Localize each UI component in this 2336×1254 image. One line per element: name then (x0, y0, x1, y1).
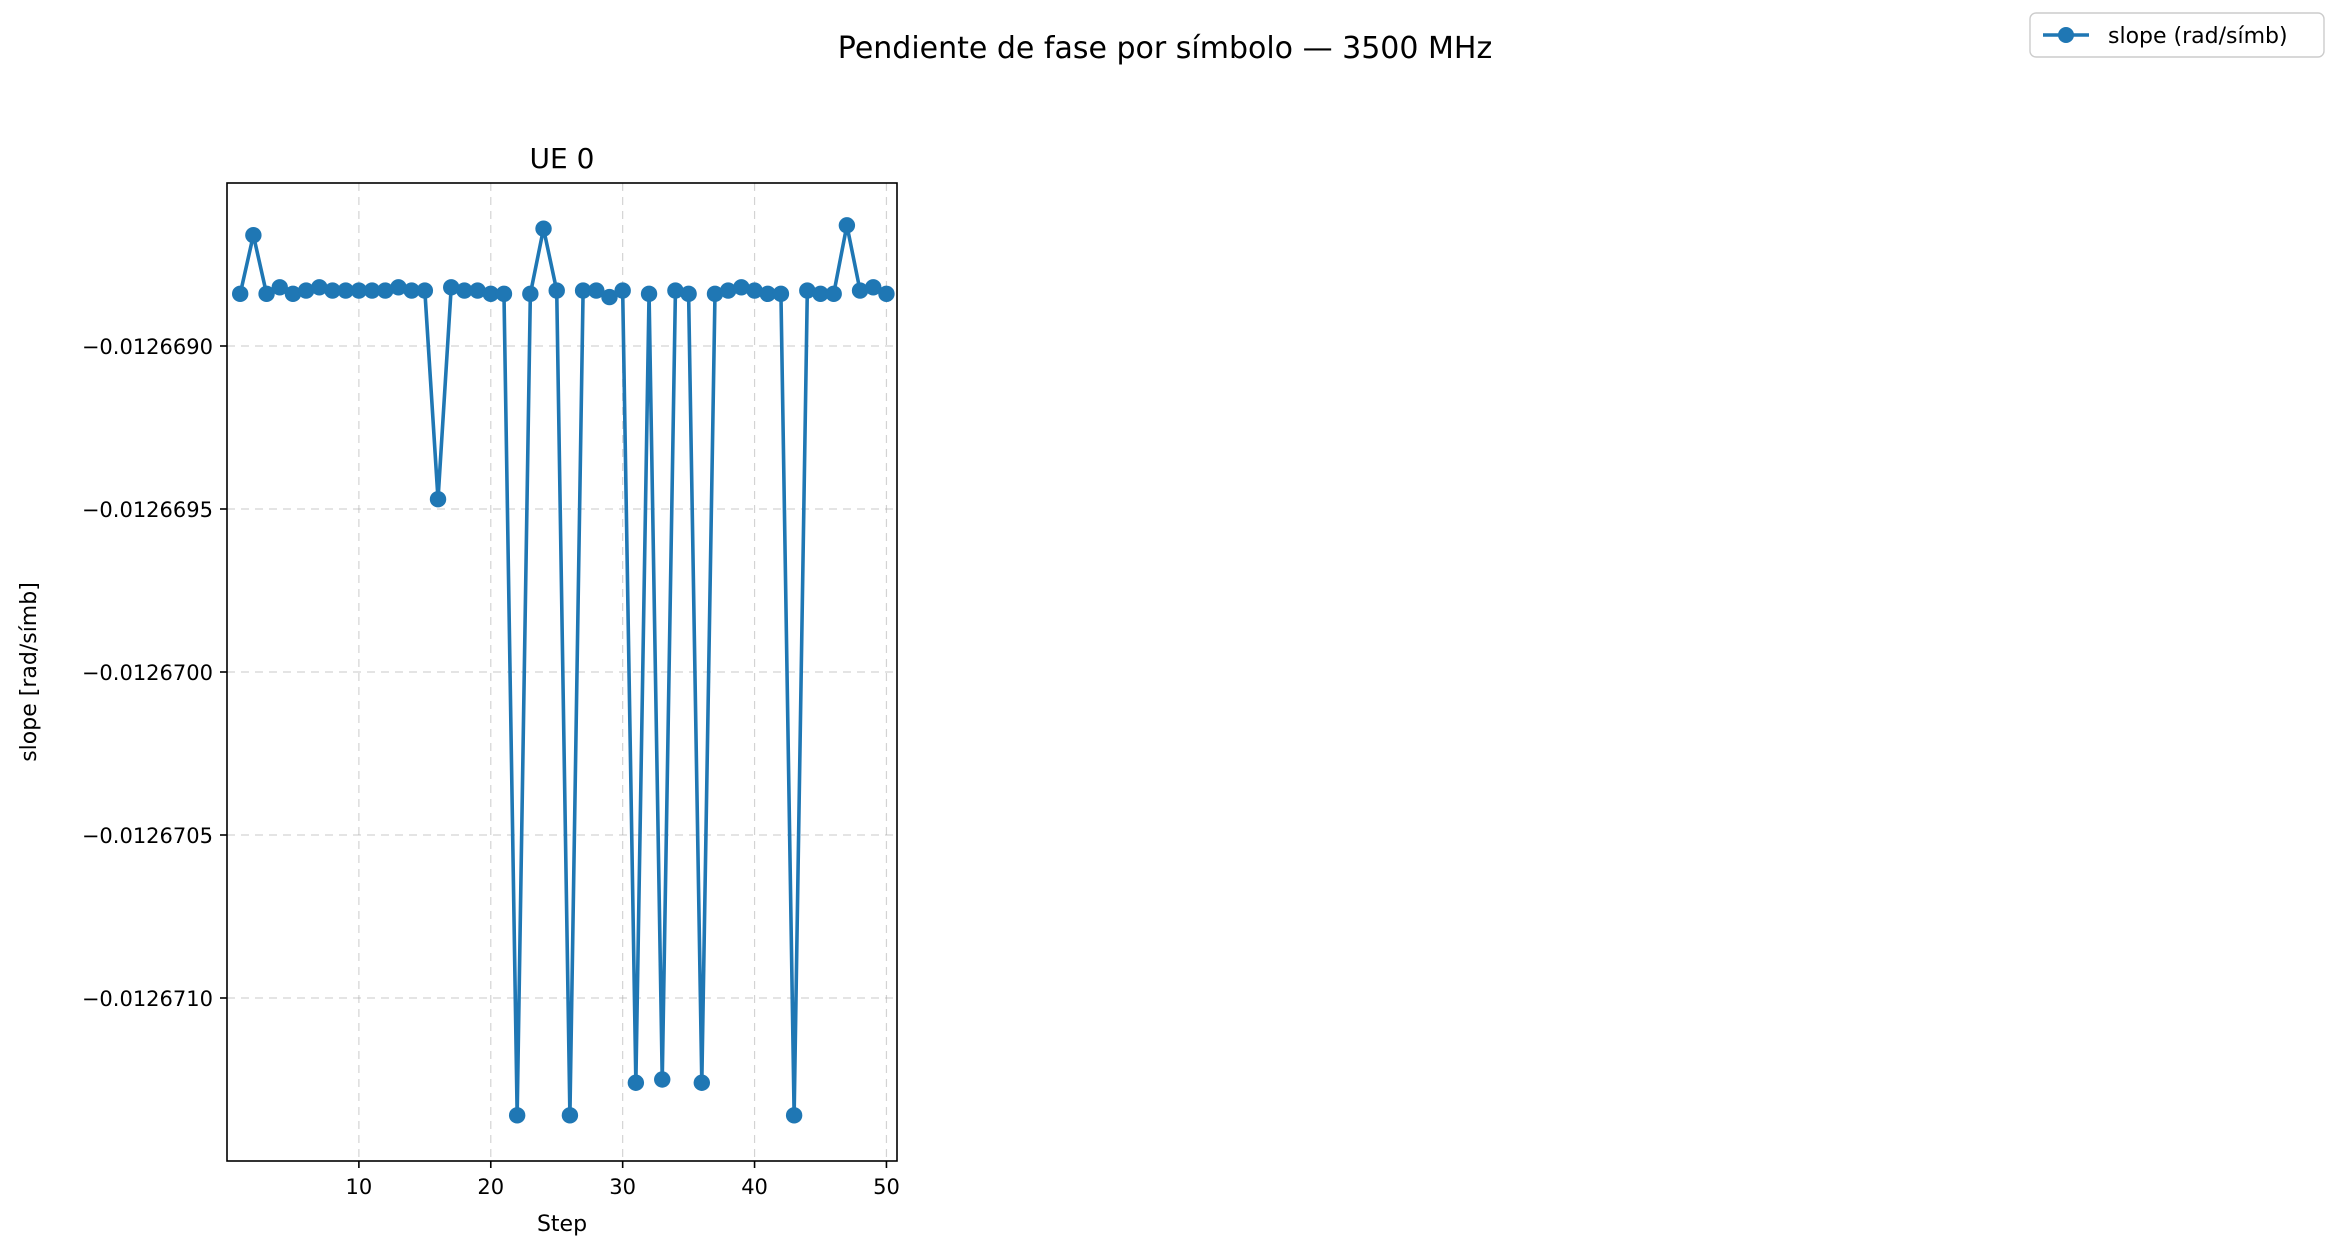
data-point (561, 1107, 579, 1124)
figure-suptitle: Pendiente de fase por símbolo — 3500 MHz (838, 31, 1492, 66)
data-point (838, 217, 856, 234)
legend-entry-label: slope (rad/símb) (2108, 24, 2288, 49)
data-point (390, 279, 407, 296)
legend-box (2029, 12, 2325, 58)
data-point (258, 285, 275, 303)
y-tick-label: −0.0126705 (82, 824, 213, 848)
data-point (350, 282, 368, 299)
data-point (574, 282, 592, 299)
x-tick-label: 40 (741, 1175, 768, 1199)
data-point (746, 282, 763, 299)
data-point (693, 1074, 711, 1091)
x-tick-label: 10 (346, 1175, 373, 1199)
x-axis-label: Step (537, 1212, 587, 1237)
data-point (865, 279, 882, 296)
data-point (706, 285, 724, 303)
data-point (825, 285, 842, 303)
data-point (654, 1071, 671, 1088)
data-point (311, 279, 328, 296)
data-point (851, 282, 869, 299)
data-point (640, 285, 658, 303)
data-point (508, 1107, 526, 1124)
data-point (759, 285, 776, 303)
data-point (680, 285, 697, 303)
data-point (878, 285, 895, 303)
data-point (601, 288, 618, 306)
x-axis-ticks: 10 20 30 40 50 (346, 1161, 900, 1199)
series-layer (231, 217, 895, 1124)
grid (227, 183, 897, 1161)
data-point (245, 226, 262, 244)
y-tick-label: −0.0126700 (82, 661, 213, 685)
axes-title: UE 0 (530, 142, 595, 175)
y-axis-label: slope [rad/símb] (17, 582, 42, 762)
x-tick-label: 50 (873, 1175, 900, 1199)
data-point (614, 282, 631, 299)
data-point (535, 220, 552, 237)
data-point (456, 282, 473, 299)
data-point (522, 285, 539, 303)
data-point (627, 1074, 645, 1091)
data-point (429, 491, 447, 508)
data-point (482, 285, 499, 303)
x-tick-label: 30 (609, 1175, 636, 1199)
data-point (667, 282, 684, 299)
data-point (785, 1107, 803, 1124)
data-point (377, 282, 394, 299)
y-axis-ticks: −0.0126690 −0.0126695 −0.0126700 −0.0126705… (82, 335, 227, 1011)
legend: slope (rad/símb) (2029, 12, 2325, 58)
data-point (469, 282, 486, 299)
data-point (548, 282, 565, 299)
y-tick-label: −0.0126710 (82, 987, 213, 1011)
data-point (403, 282, 420, 299)
data-point (495, 285, 513, 303)
data-point (772, 285, 790, 303)
data-point (588, 282, 605, 299)
data-point (284, 285, 302, 303)
data-point (324, 282, 341, 299)
data-point (271, 279, 288, 296)
data-point (363, 282, 381, 299)
y-tick-label: −0.0126695 (82, 498, 213, 522)
data-point (733, 279, 750, 296)
data-point (416, 282, 434, 299)
data-point (799, 282, 816, 299)
data-point (812, 285, 829, 303)
data-point (443, 279, 460, 296)
data-point (231, 285, 249, 303)
data-point (297, 282, 315, 299)
data-point (337, 282, 354, 299)
data-point (719, 282, 737, 299)
y-tick-label: −0.0126690 (82, 335, 213, 359)
x-tick-label: 20 (477, 1175, 504, 1199)
legend-marker-swatch (2058, 27, 2074, 43)
